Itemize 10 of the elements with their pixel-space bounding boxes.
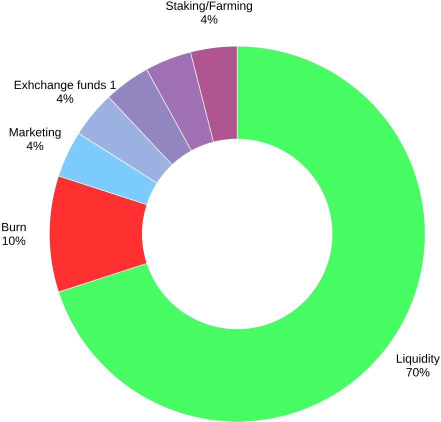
data-label: 4% xyxy=(200,15,218,24)
slice-label: Exhchange funds 1 xyxy=(14,80,116,92)
slice-label: Marketing xyxy=(10,128,61,139)
slice-label: Staking/Farming xyxy=(166,1,252,12)
data-label: 4% xyxy=(26,142,44,150)
slice-label: Burn xyxy=(2,222,26,232)
data-label: 10% xyxy=(2,236,26,245)
data-label: 70% xyxy=(406,368,430,376)
data-label: 4% xyxy=(56,94,74,103)
slice-label: Liquidity xyxy=(396,354,440,366)
